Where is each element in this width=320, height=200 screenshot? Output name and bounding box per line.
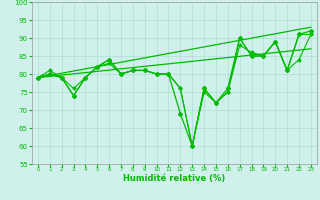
X-axis label: Humidité relative (%): Humidité relative (%): [123, 174, 226, 183]
